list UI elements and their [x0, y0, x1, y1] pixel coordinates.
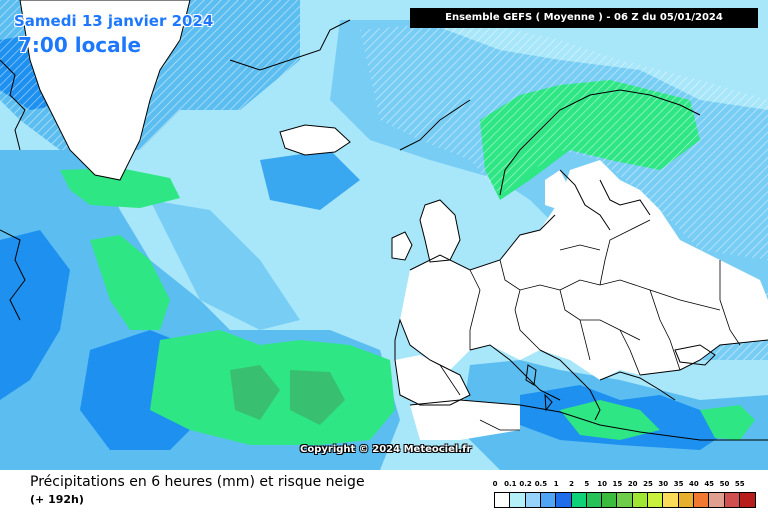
copyright-text: Copyright © 2024 Meteociel.fr [300, 444, 472, 455]
legend-label: 0.1 [504, 480, 517, 488]
legend-label: 5 [584, 480, 590, 488]
country-borders [439, 219, 741, 431]
map-footer: Précipitations en 6 heures (mm) et risqu… [0, 470, 768, 512]
legend-label: 35 [673, 480, 684, 488]
model-run-banner: Ensemble GEFS ( Moyenne ) - 06 Z du 05/0… [410, 8, 758, 28]
greenland-outline [19, 0, 191, 181]
legend-labels: 0 0.1 0.2 0.5 1 2 5 10 15 20 25 30 35 40 45 50 55 [484, 480, 754, 490]
legend-label: 15 [612, 480, 623, 488]
legend-label: 25 [643, 480, 653, 488]
coastlines [0, 19, 768, 441]
legend-label: 0.2 [519, 480, 532, 488]
legend-label: 2 [569, 480, 574, 488]
forecast-date: Samedi 13 janvier 2024 [14, 12, 214, 30]
dry-land [392, 160, 768, 440]
precipitation-map [0, 0, 768, 470]
precipitation-legend: 0 0.1 0.2 0.5 1 2 5 10 15 20 25 30 35 40 45 50 55 [484, 480, 756, 508]
legend-swatch [738, 492, 756, 508]
legend-label: 0.5 [534, 480, 548, 488]
map-canvas [0, 0, 768, 470]
lead-time: (+ 192h) [30, 493, 84, 506]
legend-label: 40 [689, 480, 699, 488]
map-caption: Précipitations en 6 heures (mm) et risqu… [30, 474, 365, 490]
legend-label: 20 [627, 480, 638, 488]
legend-label: 55 [734, 480, 745, 488]
legend-label: 10 [597, 480, 607, 488]
legend-label: 45 [704, 480, 715, 488]
legend-label: 50 [719, 480, 730, 488]
legend-label: 30 [658, 480, 669, 488]
forecast-local-time: 7:00 locale [18, 33, 142, 57]
legend-label: 1 [553, 480, 559, 488]
iceland-outline [279, 124, 351, 156]
legend-label: 0 [492, 480, 498, 488]
